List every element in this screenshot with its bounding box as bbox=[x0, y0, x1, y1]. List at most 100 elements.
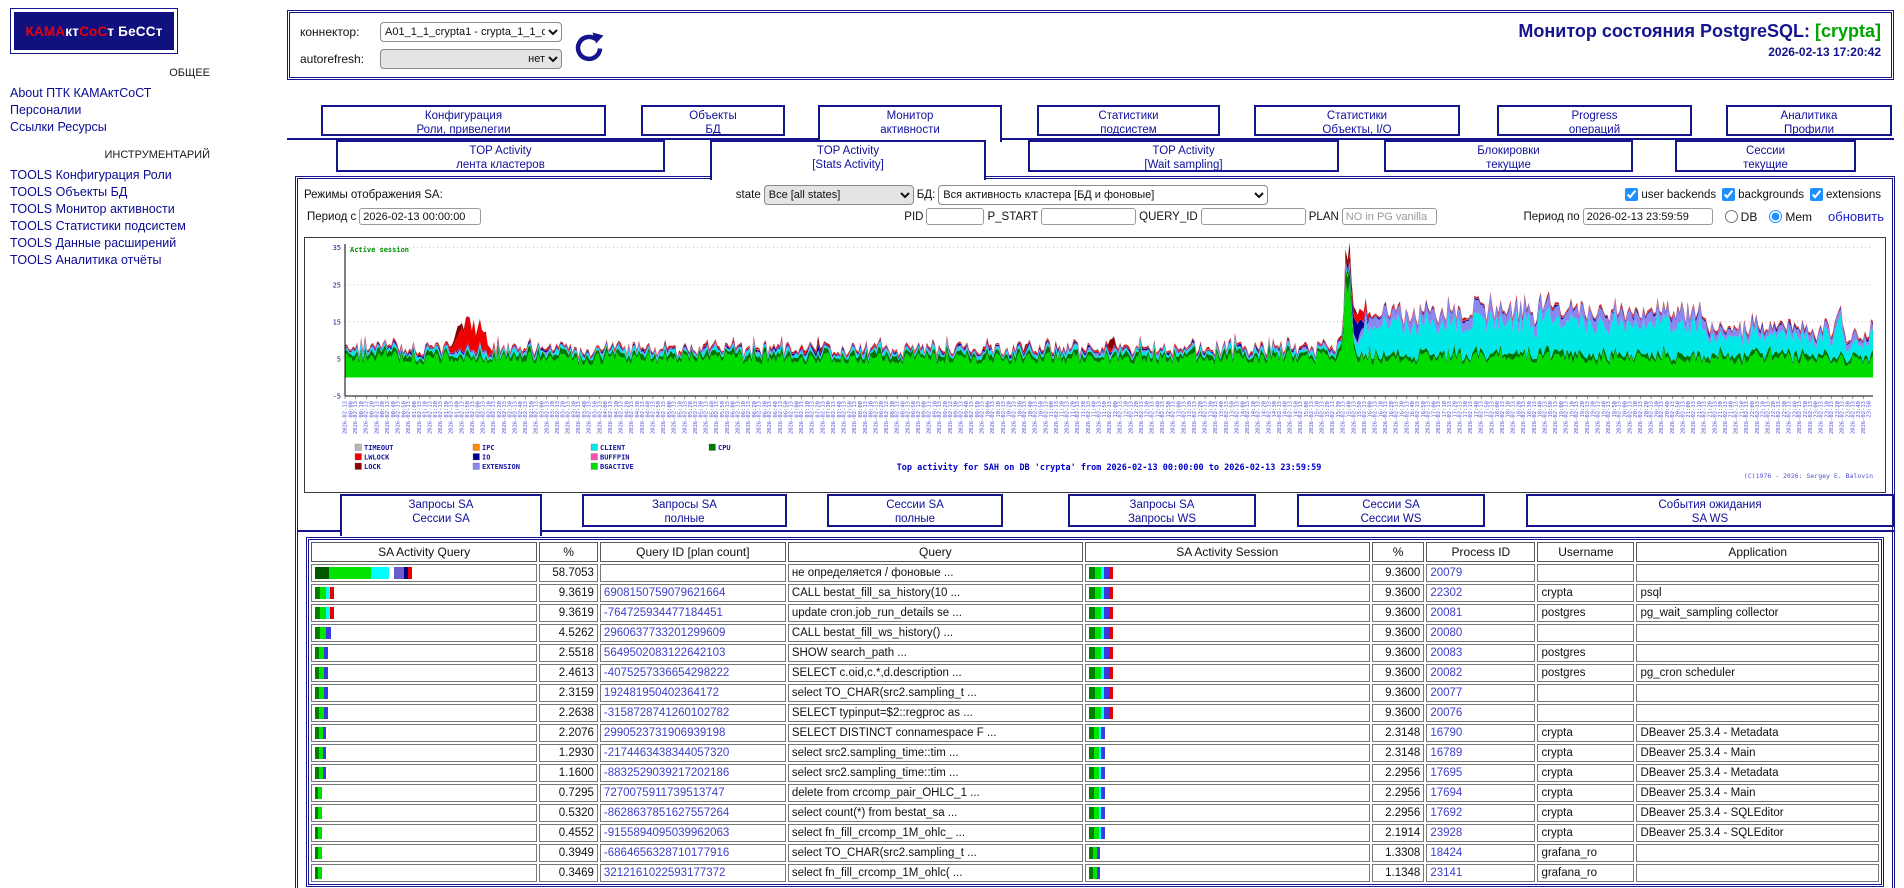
svg-text:2026-02-1312:20: 2026-02-1312:20 bbox=[1128, 401, 1140, 434]
tab-sa-queries-ws-queries[interactable]: Запросы SA Запросы WS bbox=[1068, 494, 1256, 527]
autorefresh-select[interactable]: нет bbox=[380, 49, 562, 69]
process-id-link[interactable]: 22302 bbox=[1426, 584, 1536, 602]
sidebar-item-general-0[interactable]: About ПТК КАМАктСоСТ bbox=[10, 86, 152, 100]
query-id-link[interactable]: 192481950402364172 bbox=[599, 684, 786, 702]
query-id-link[interactable]: -6864656328710177916 bbox=[599, 844, 786, 862]
process-id-link[interactable]: 16789 bbox=[1426, 744, 1536, 762]
query-id-link[interactable]: -9155894095039962063 bbox=[599, 824, 786, 842]
sidebar-item-tools-0[interactable]: TOOLS Конфигурация Роли bbox=[10, 168, 172, 182]
tab-stats-subsystems[interactable]: Статистики подсистем bbox=[1037, 105, 1220, 136]
process-id-link[interactable]: 17692 bbox=[1426, 804, 1536, 822]
tab-locks-current[interactable]: Блокировки текущие bbox=[1384, 140, 1633, 172]
queryid-label: QUERY_ID bbox=[1139, 210, 1198, 223]
query-pct-cell: 1.2930 bbox=[539, 744, 598, 762]
bar-segment bbox=[1088, 667, 1095, 679]
process-id-link[interactable]: 20080 bbox=[1426, 624, 1536, 642]
query-id-link[interactable]: -2174463438344057320 bbox=[599, 744, 786, 762]
sidebar-item-tools-5[interactable]: TOOLS Аналитика отчёты bbox=[10, 253, 162, 267]
query-id-link[interactable]: -764725934477184451 bbox=[599, 604, 786, 622]
query-id-link[interactable]: -3158728741260102782 bbox=[599, 704, 786, 722]
checkbox-user-backends[interactable]: user backends bbox=[1625, 188, 1716, 201]
tab-progress-operations[interactable]: Progress операций bbox=[1497, 105, 1692, 136]
db-filter-select[interactable]: Вся активность кластера [БД и фоновые] bbox=[938, 184, 1269, 205]
tab-sa-queries-full[interactable]: Запросы SA полные bbox=[582, 494, 787, 527]
query-id-link[interactable]: -4075257336654298222 bbox=[599, 664, 786, 682]
process-id-link[interactable]: 20076 bbox=[1426, 704, 1536, 722]
process-id-link[interactable]: 17695 bbox=[1426, 764, 1536, 782]
tab-analytics-profiles[interactable]: Аналитика Профили bbox=[1726, 105, 1892, 136]
tab-objects-db[interactable]: Объекты БД bbox=[641, 105, 785, 136]
svg-text:LOCK: LOCK bbox=[364, 463, 382, 471]
query-id-link[interactable]: 6908150759079621664 bbox=[599, 584, 786, 602]
sidebar-item-tools-3[interactable]: TOOLS Статистики подсистем bbox=[10, 219, 186, 233]
svg-text:2026-02-1309:40: 2026-02-1309:40 bbox=[958, 401, 970, 434]
tab-sa-sessions-full[interactable]: Сессии SA полные bbox=[827, 494, 1003, 527]
sidebar-item-tools-4[interactable]: TOOLS Данные расширений bbox=[10, 236, 177, 250]
process-id-link[interactable]: 17694 bbox=[1426, 784, 1536, 802]
query-id-link[interactable]: 7270075911739513747 bbox=[599, 784, 786, 802]
query-id-link[interactable]: -8628637851627557264 bbox=[599, 804, 786, 822]
session-bar-cell bbox=[1084, 704, 1370, 722]
tab-sa-sessions-ws-sessions[interactable]: Сессии SA Сессии WS bbox=[1297, 494, 1485, 527]
sidebar-item-tools-2[interactable]: TOOLS Монитор активности bbox=[10, 202, 175, 216]
activity-bar bbox=[315, 767, 533, 779]
tab-stats-objects-io[interactable]: Статистики Объекты, I/O bbox=[1254, 105, 1460, 136]
checkbox-input-1[interactable] bbox=[1722, 188, 1736, 201]
svg-text:2026-02-1313:20: 2026-02-1313:20 bbox=[1192, 401, 1204, 434]
refresh-link[interactable]: обновить bbox=[1828, 209, 1884, 224]
tab-label-line2: текущие bbox=[1486, 159, 1531, 171]
checkbox-backgrounds[interactable]: backgrounds bbox=[1722, 188, 1804, 201]
query-id-link[interactable]: -8832529039217202186 bbox=[599, 764, 786, 782]
sidebar-item-general-1[interactable]: Персоналии bbox=[10, 103, 82, 117]
svg-text:2026-02-1316:20: 2026-02-1316:20 bbox=[1383, 401, 1395, 434]
period-to-input[interactable] bbox=[1582, 208, 1713, 225]
sidebar-item-tools-1[interactable]: TOOLS Объекты БД bbox=[10, 185, 128, 199]
checkbox-input-0[interactable] bbox=[1625, 188, 1639, 201]
tab-top-activity-wait-sampling[interactable]: TOP Activity [Wait sampling] bbox=[1028, 140, 1339, 172]
bar-segment bbox=[1103, 647, 1109, 659]
query-id-link[interactable]: 3212161022593177372 bbox=[599, 864, 786, 882]
query-id-link[interactable]: 2990523731906939198 bbox=[599, 724, 786, 742]
session-bar-cell bbox=[1084, 564, 1370, 582]
radio-mem[interactable] bbox=[1769, 210, 1783, 223]
pstart-input[interactable] bbox=[1041, 208, 1137, 225]
autorefresh-label: autorefresh: bbox=[300, 52, 365, 66]
tab-sessions-current[interactable]: Сессии текущие bbox=[1675, 140, 1856, 172]
queryid-input[interactable] bbox=[1200, 208, 1306, 225]
tab-sa-queries-sa-sessions[interactable]: Запросы SA Сессии SA bbox=[340, 494, 542, 536]
bar-segment bbox=[315, 747, 319, 759]
tab-wait-events-sa-ws[interactable]: События ожидания SA WS bbox=[1526, 494, 1894, 527]
query-id-link[interactable] bbox=[599, 564, 786, 582]
process-id-link[interactable]: 18424 bbox=[1426, 844, 1536, 862]
process-id-link[interactable]: 20082 bbox=[1426, 664, 1536, 682]
process-id-link[interactable]: 20077 bbox=[1426, 684, 1536, 702]
query-text-cell: select TO_CHAR(src2.sampling_t ... bbox=[787, 844, 1083, 862]
query-id-link[interactable]: 2960637733201299609 bbox=[599, 624, 786, 642]
checkbox-extensions[interactable]: extensions bbox=[1810, 188, 1881, 201]
tab-activity-monitor[interactable]: Монитор активности bbox=[818, 105, 1002, 142]
pid-input[interactable] bbox=[926, 208, 985, 225]
state-select[interactable]: Все [all states] bbox=[763, 184, 914, 205]
process-id-link[interactable]: 16790 bbox=[1426, 724, 1536, 742]
process-id-link[interactable]: 20083 bbox=[1426, 644, 1536, 662]
bar-segment bbox=[315, 567, 329, 579]
checkbox-input-2[interactable] bbox=[1810, 188, 1824, 201]
radio-db[interactable] bbox=[1724, 210, 1738, 223]
tab-top-activity-cluster-feed[interactable]: TOP Activity лента кластеров bbox=[336, 140, 665, 172]
tab-config-roles[interactable]: Конфигурация Роли, привелегии bbox=[321, 105, 606, 136]
process-id-link[interactable]: 23141 bbox=[1426, 864, 1536, 882]
period-from-input[interactable] bbox=[359, 208, 482, 225]
refresh-icon[interactable] bbox=[572, 30, 606, 64]
process-id-link[interactable]: 20079 bbox=[1426, 564, 1536, 582]
session-bar-cell bbox=[1084, 624, 1370, 642]
plan-input[interactable] bbox=[1341, 208, 1437, 225]
svg-text:35: 35 bbox=[333, 244, 341, 252]
sidebar-item-general-2[interactable]: Ссылки Ресурсы bbox=[10, 120, 107, 134]
bar-segment bbox=[1094, 587, 1101, 599]
svg-text:2026-02-1317:00: 2026-02-1317:00 bbox=[1426, 401, 1438, 434]
query-id-link[interactable]: 5649502083122642103 bbox=[599, 644, 786, 662]
process-id-link[interactable]: 20081 bbox=[1426, 604, 1536, 622]
process-id-link[interactable]: 23928 bbox=[1426, 824, 1536, 842]
connector-select[interactable]: A01_1_1_crypta1 - crypta_1_1_db bbox=[380, 22, 562, 42]
tab-top-activity-stats[interactable]: TOP Activity [Stats Activity] bbox=[710, 140, 986, 180]
